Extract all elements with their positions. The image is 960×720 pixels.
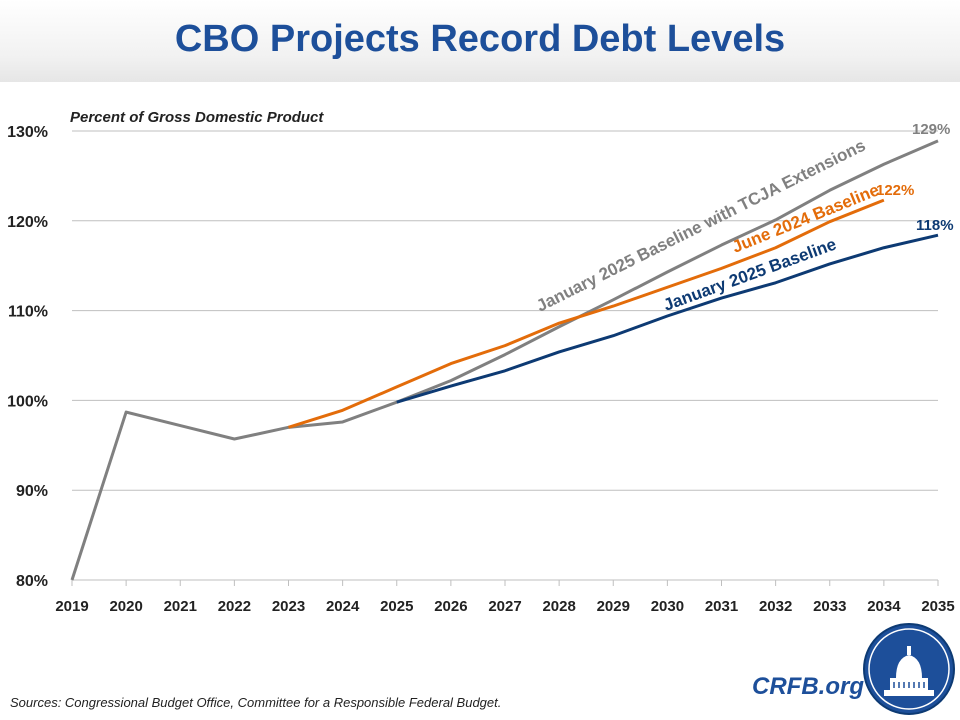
y-tick-label: 90% — [16, 483, 48, 500]
x-tick-label: 2035 — [921, 598, 954, 615]
end-value-label: 118% — [916, 217, 954, 234]
x-tick-label: 2027 — [488, 598, 521, 615]
x-tick-label: 2020 — [109, 598, 142, 615]
x-tick-label: 2022 — [218, 598, 251, 615]
x-tick-label: 2025 — [380, 598, 413, 615]
y-tick-label: 130% — [7, 124, 48, 141]
brand-link[interactable]: CRFB.org — [752, 673, 864, 700]
x-tick-label: 2030 — [651, 598, 684, 615]
x-tick-label: 2019 — [55, 598, 88, 615]
x-tick-label: 2026 — [434, 598, 467, 615]
x-tick-label: 2021 — [164, 598, 197, 615]
x-tick-label: 2033 — [813, 598, 846, 615]
x-tick-label: 2031 — [705, 598, 738, 615]
sources-note: Sources: Congressional Budget Office, Co… — [10, 695, 502, 710]
x-tick-label: 2029 — [597, 598, 630, 615]
x-tick-label: 2032 — [759, 598, 792, 615]
x-tick-label: 2023 — [272, 598, 305, 615]
y-tick-label: 80% — [16, 573, 48, 590]
x-tick-label: 2028 — [542, 598, 575, 615]
crfb-capitol-logo — [863, 623, 955, 715]
y-tick-label: 100% — [7, 393, 48, 410]
y-tick-label: 120% — [7, 214, 48, 231]
x-tick-label: 2034 — [867, 598, 901, 615]
end-value-label: 122% — [876, 182, 914, 199]
page-title: CBO Projects Record Debt Levels — [174, 18, 786, 60]
header-band: CBO Projects Record Debt Levels — [0, 0, 960, 82]
end-value-label: 129% — [912, 121, 950, 138]
y-axis-label: Percent of Gross Domestic Product — [70, 109, 324, 126]
x-tick-label: 2024 — [326, 598, 360, 615]
series-line-1 — [288, 198, 885, 429]
y-tick-label: 110% — [8, 304, 48, 321]
series-line-2 — [396, 233, 939, 404]
